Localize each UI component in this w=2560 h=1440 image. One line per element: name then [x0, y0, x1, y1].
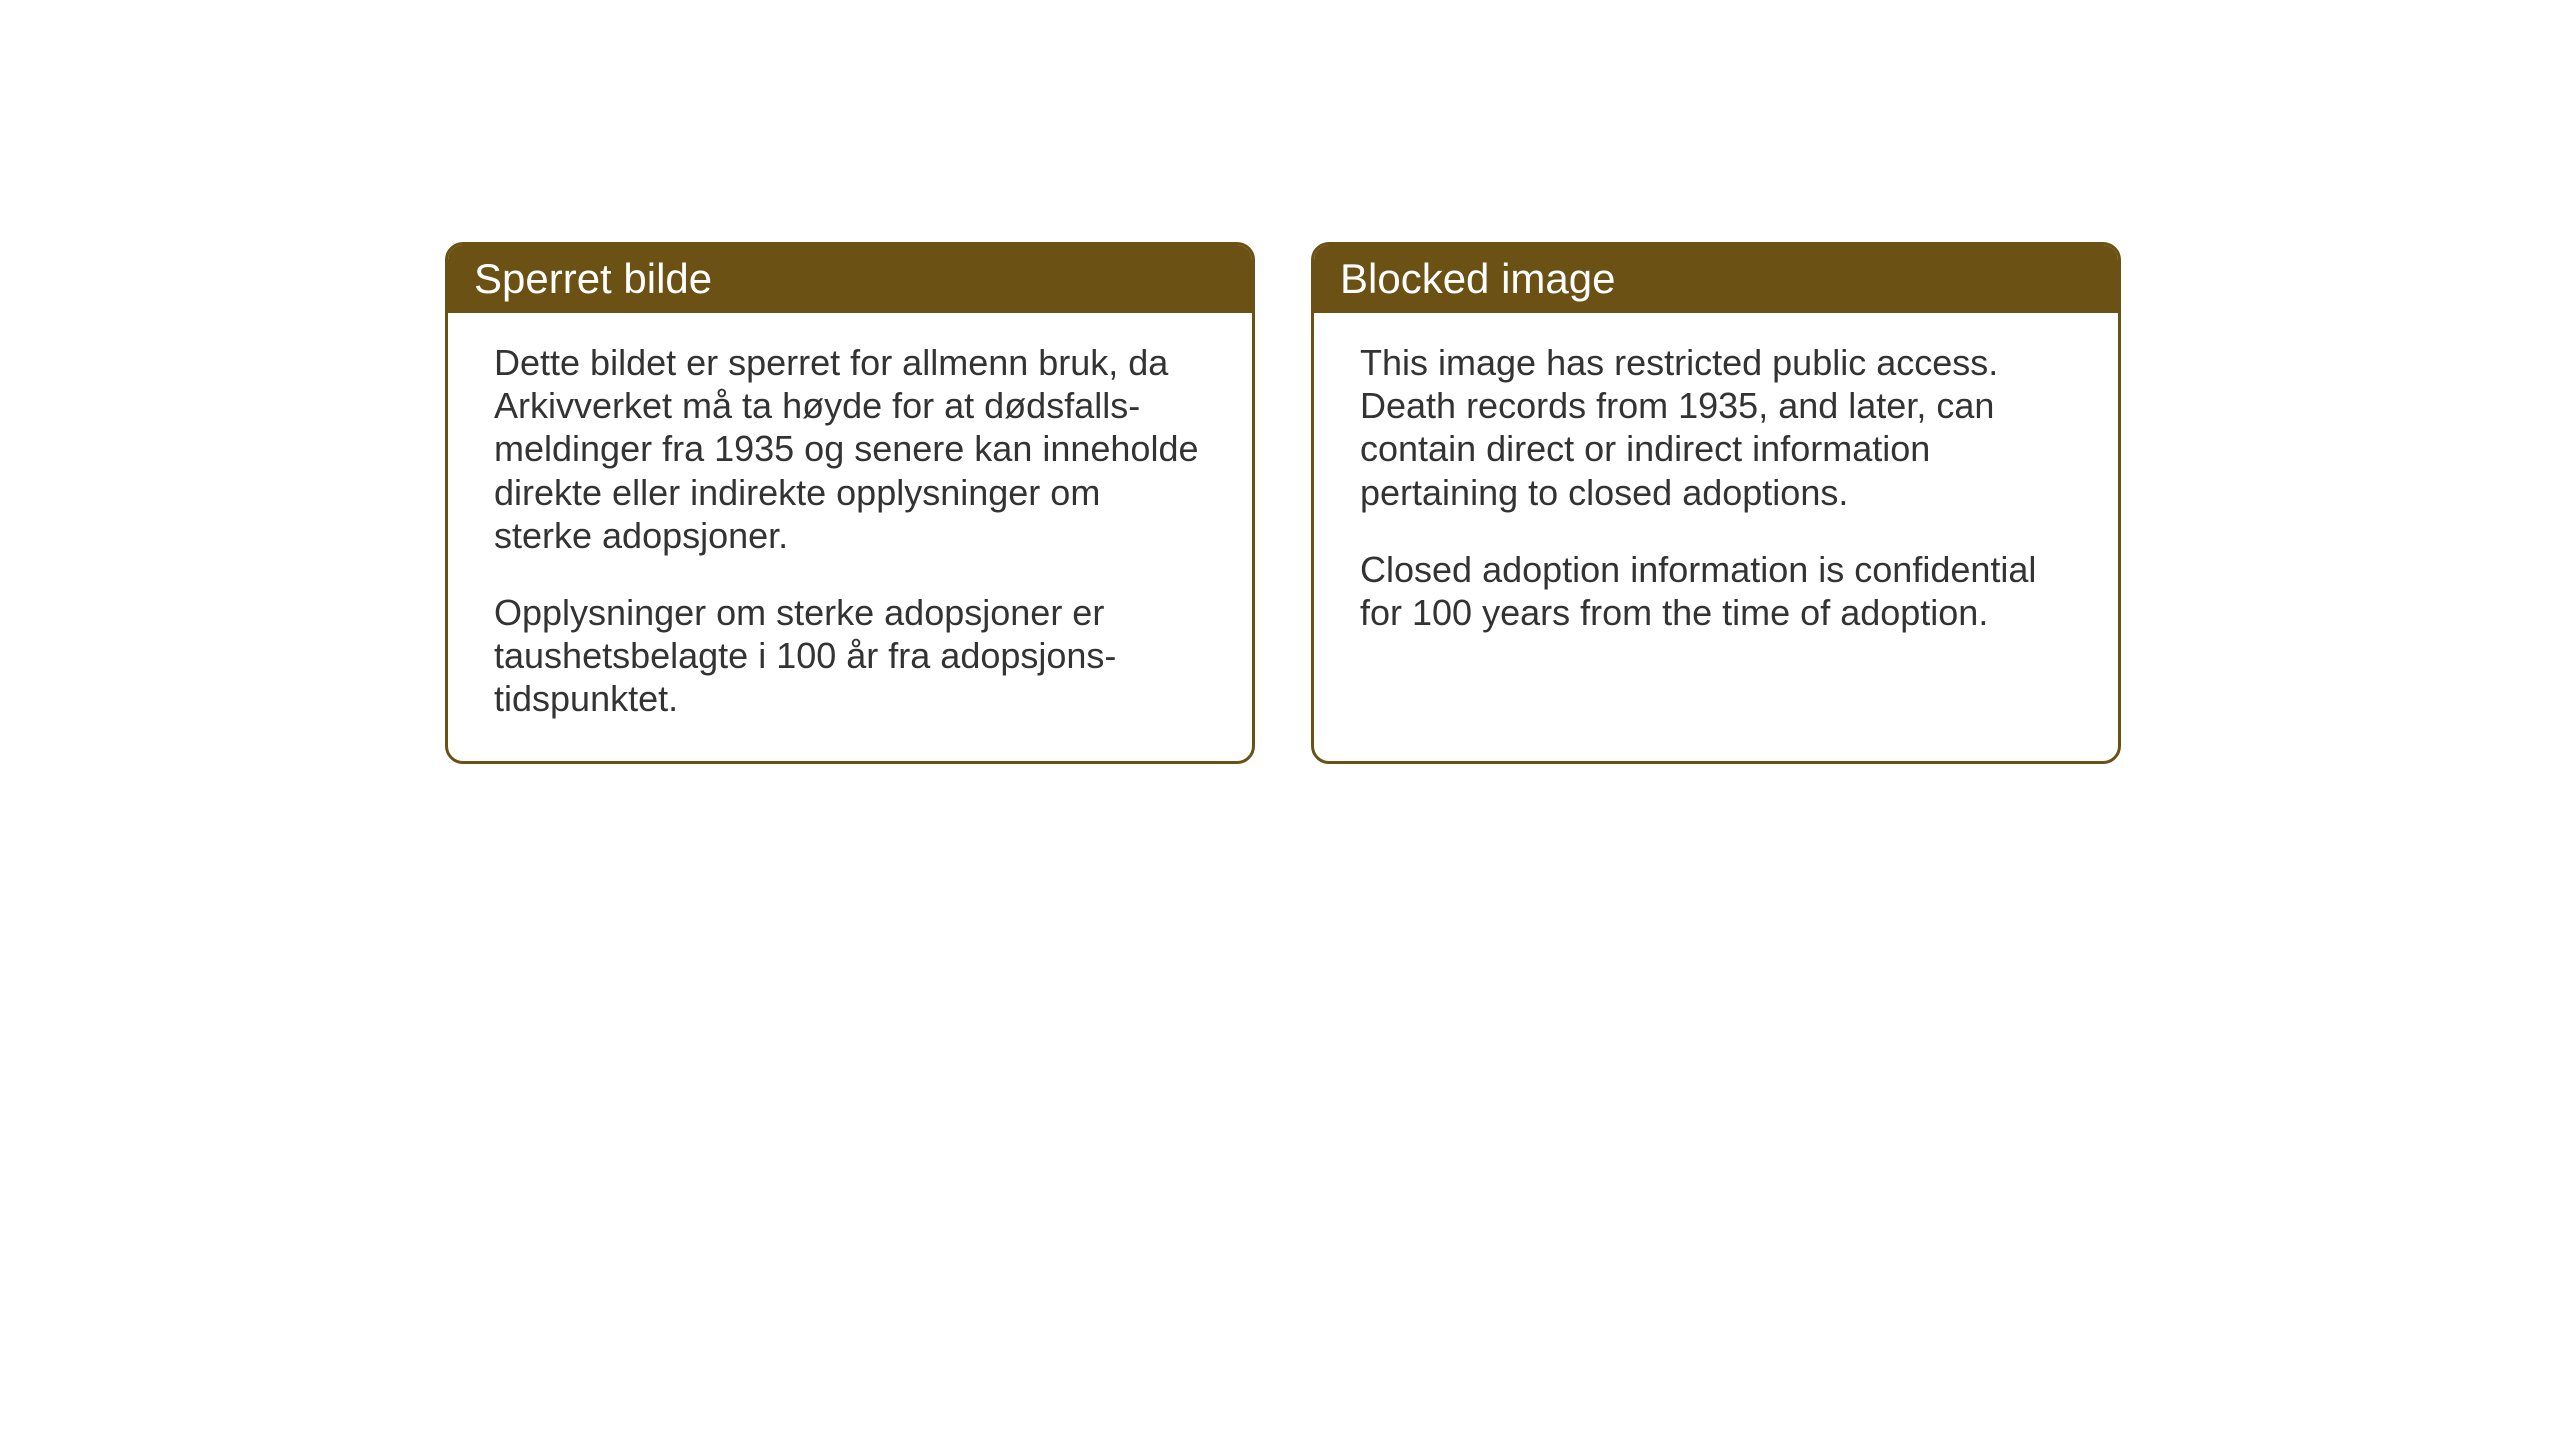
card-paragraph: Closed adoption information is confident…: [1360, 548, 2072, 634]
card-paragraph: This image has restricted public access.…: [1360, 341, 2072, 514]
card-body: This image has restricted public access.…: [1314, 313, 2118, 674]
info-card-english: Blocked image This image has restricted …: [1311, 242, 2121, 764]
card-paragraph: Dette bildet er sperret for allmenn bruk…: [494, 341, 1206, 557]
card-header: Blocked image: [1314, 245, 2118, 313]
card-title: Sperret bilde: [474, 255, 712, 302]
card-paragraph: Opplysninger om sterke adopsjoner er tau…: [494, 591, 1206, 721]
card-title: Blocked image: [1340, 255, 1615, 302]
cards-container: Sperret bilde Dette bildet er sperret fo…: [445, 242, 2121, 764]
info-card-norwegian: Sperret bilde Dette bildet er sperret fo…: [445, 242, 1255, 764]
card-body: Dette bildet er sperret for allmenn bruk…: [448, 313, 1252, 761]
card-header: Sperret bilde: [448, 245, 1252, 313]
